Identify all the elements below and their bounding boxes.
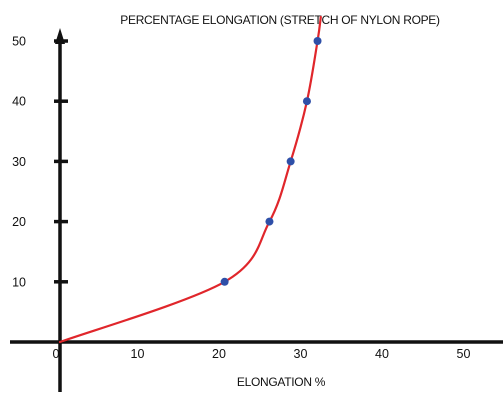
x-tick-label: 0 bbox=[53, 347, 60, 361]
x-tick-label: 50 bbox=[457, 347, 471, 361]
y-tick-label: 10 bbox=[12, 275, 26, 289]
data-point bbox=[302, 97, 311, 106]
y-tick-label: 40 bbox=[12, 95, 26, 109]
data-point bbox=[265, 217, 274, 226]
data-markers bbox=[220, 37, 322, 286]
x-tick-label: 10 bbox=[131, 347, 145, 361]
chart-title: PERCENTAGE ELONGATION (STRETCH OF NYLON … bbox=[120, 13, 440, 27]
y-ticks: 10 20 30 40 50 bbox=[12, 35, 68, 289]
x-tick-label: 20 bbox=[212, 347, 226, 361]
axes bbox=[10, 28, 503, 392]
x-ticks: 0 10 20 30 40 50 bbox=[53, 347, 471, 361]
y-tick-label: 30 bbox=[12, 155, 26, 169]
series-line bbox=[58, 15, 322, 344]
y-tick-label: 20 bbox=[12, 215, 26, 229]
x-tick-label: 40 bbox=[375, 347, 389, 361]
data-point bbox=[286, 157, 295, 166]
x-axis-label: ELONGATION % bbox=[237, 375, 326, 389]
data-point bbox=[313, 37, 322, 45]
y-tick-label: 50 bbox=[12, 35, 26, 49]
x-tick-label: 30 bbox=[294, 347, 308, 361]
data-point bbox=[220, 277, 229, 286]
